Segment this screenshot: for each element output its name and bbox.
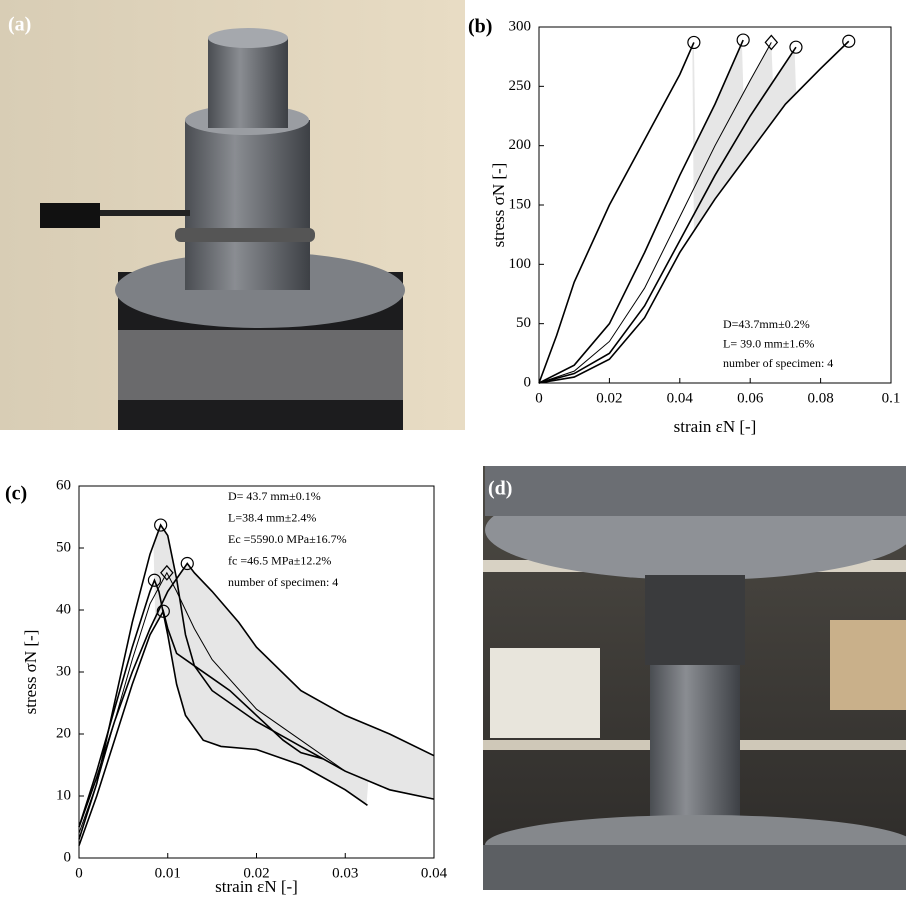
annotation: fc =46.5 MPa±12.2%: [228, 553, 331, 567]
curve: [538, 40, 850, 384]
peak-marker: [154, 518, 168, 532]
y-tick-label: 40: [56, 601, 71, 617]
curve: [78, 571, 435, 834]
envelope: [79, 525, 434, 827]
panel-label: (c): [5, 483, 27, 505]
peak-marker: [764, 34, 779, 51]
photo-a: [0, 0, 465, 430]
curve: [78, 562, 435, 828]
peak-marker: [156, 604, 170, 618]
annotation: L=38.4 mm±2.4%: [228, 510, 316, 524]
y-tick-label: 100: [509, 256, 532, 272]
curve: [538, 39, 744, 384]
peak-marker: [687, 35, 701, 50]
curve: [538, 42, 695, 384]
y-tick-label: 30: [56, 663, 71, 679]
y-tick-label: 150: [509, 196, 532, 212]
y-tick-label: 50: [56, 539, 71, 555]
x-tick-label: 0.02: [596, 390, 622, 406]
x-axis-label: strain εN [-]: [674, 417, 757, 436]
annotation: D=43.7mm±0.2%: [723, 317, 810, 331]
peak-marker: [789, 40, 803, 54]
photo-d: [483, 466, 906, 890]
x-tick-label: 0.08: [807, 390, 833, 406]
y-tick-label: 0: [64, 849, 72, 865]
annotation: L= 39.0 mm±1.6%: [723, 336, 814, 350]
y-axis-label: stress σN [-]: [489, 163, 508, 248]
panel-label: (a): [8, 14, 31, 36]
peak-marker: [842, 34, 856, 48]
y-tick-label: 300: [509, 18, 532, 34]
peak-marker: [160, 564, 174, 581]
x-tick-label: 0.06: [737, 390, 764, 406]
x-tick-label: 0.04: [421, 865, 448, 881]
x-tick-label: 0.01: [155, 865, 181, 881]
curve: [78, 609, 324, 846]
x-tick-label: 0: [75, 865, 83, 881]
plot-frame: [538, 26, 892, 384]
curve: [538, 42, 772, 384]
y-tick-label: 200: [509, 137, 532, 153]
panel-label: (d): [488, 478, 512, 500]
curve: [538, 46, 797, 384]
panel-label: (b): [468, 16, 492, 38]
annotation: number of specimen: 4: [723, 356, 833, 370]
x-tick-label: 0.1: [882, 390, 901, 406]
x-tick-label: 0.04: [667, 390, 694, 406]
annotation: D= 43.7 mm±0.1%: [228, 489, 321, 503]
y-tick-label: 60: [56, 477, 71, 493]
x-tick-label: 0: [535, 390, 543, 406]
y-tick-label: 250: [509, 78, 532, 94]
y-tick-label: 20: [56, 725, 71, 741]
y-tick-label: 0: [524, 374, 532, 390]
envelope: [539, 41, 849, 384]
peak-marker: [180, 556, 194, 571]
peak-marker: [147, 573, 162, 587]
x-tick-label: 0.03: [332, 865, 358, 881]
annotation: Ec =5590.0 MPa±16.7%: [228, 532, 347, 546]
x-axis-label: strain εN [-]: [215, 877, 298, 896]
x-tick-label: 0.02: [243, 865, 269, 881]
annotation: number of specimen: 4: [228, 575, 338, 589]
curve: [78, 523, 435, 840]
curve: [78, 578, 368, 828]
y-tick-label: 10: [56, 787, 71, 803]
peak-marker: [736, 33, 750, 47]
y-axis-label: stress σN [-]: [21, 630, 40, 715]
y-tick-label: 50: [516, 315, 531, 331]
